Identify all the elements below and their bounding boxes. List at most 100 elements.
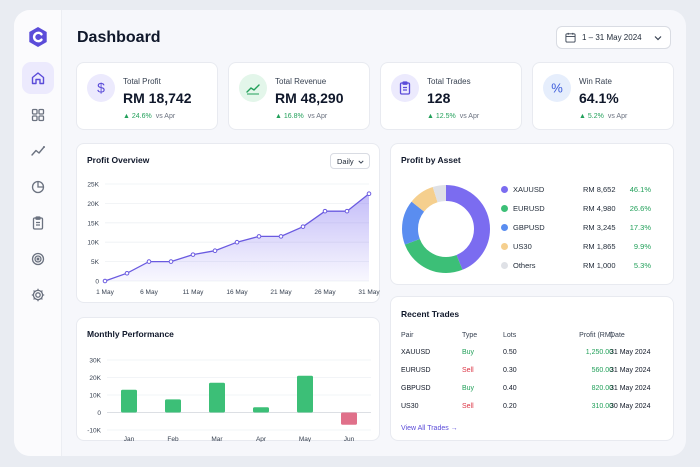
calendar-icon: [565, 32, 576, 43]
data-point: [278, 234, 284, 239]
kpi-delta: ▲ 24.6% vs Apr: [123, 113, 176, 120]
x-tick-label: 16 May: [226, 289, 248, 296]
gear-icon: [31, 288, 45, 302]
data-point: [256, 234, 262, 239]
table-row[interactable]: US30 Sell 0.20 310.00 30 May 2024: [401, 403, 651, 410]
x-tick-label: May: [299, 436, 312, 442]
home-icon: [31, 72, 45, 85]
card-title: Profit by Asset: [401, 155, 461, 165]
monthly-bar-chart: 30K 20K 10K 0 -10K Jan Feb Mar Apr May Jun: [87, 358, 371, 442]
bar: [297, 375, 313, 413]
x-tick-label: 31 May: [358, 289, 380, 296]
kpi-delta: ▲ 12.5% vs Apr: [427, 113, 480, 120]
app-window: Dashboard 1 – 31 May 2024 $ Total Profit…: [14, 10, 686, 456]
y-tick-label: 0: [95, 279, 99, 286]
x-tick-label: 21 May: [270, 289, 292, 296]
kpi-label: Total Trades: [427, 77, 471, 86]
kpi-delta: ▲ 16.8% vs Apr: [275, 113, 328, 120]
y-tick-label: 0: [97, 410, 101, 417]
y-tick-label: 10K: [87, 240, 99, 247]
profit-overview-card: Profit Overview Daily 0 5K 10K 15K 20K 25K 1 M…: [76, 143, 380, 303]
nav-analytics[interactable]: [22, 135, 54, 167]
data-point: [102, 278, 108, 284]
x-tick-label: Mar: [211, 436, 223, 442]
bar: [209, 382, 225, 413]
kpi-value: RM 48,290: [275, 90, 344, 106]
donut-slice: [402, 185, 490, 273]
x-tick-label: 6 May: [140, 289, 158, 296]
x-tick-label: Apr: [256, 436, 267, 442]
legend-item: US30 RM 1,865 9.9%: [501, 241, 651, 253]
nav-home[interactable]: [22, 62, 54, 94]
x-tick-label: Feb: [167, 436, 179, 442]
card-title: Recent Trades: [401, 309, 460, 319]
kpi-delta: ▲ 5.2% vs Apr: [579, 113, 628, 120]
kpi-label: Win Rate: [579, 77, 612, 86]
kpi-total-profit[interactable]: $ Total Profit RM 18,742 ▲ 24.6% vs Apr: [76, 62, 218, 130]
data-point: [366, 191, 372, 197]
y-tick-label: 25K: [87, 182, 99, 189]
data-point: [190, 252, 196, 257]
date-range-picker[interactable]: 1 – 31 May 2024: [556, 26, 671, 49]
clipboard-icon: [391, 74, 419, 102]
nav-trades[interactable]: [22, 207, 54, 239]
trend-icon: [239, 74, 267, 102]
page-title: Dashboard: [77, 29, 161, 46]
svg-text:$: $: [97, 80, 105, 96]
kpi-total-trades[interactable]: Total Trades 128 ▲ 12.5% vs Apr: [380, 62, 522, 130]
kpi-label: Total Revenue: [275, 77, 327, 86]
percent-icon: %: [543, 74, 571, 102]
data-point: [234, 239, 240, 245]
legend-item: Others RM 1,000 5.3%: [501, 260, 651, 272]
table-row[interactable]: XAUUSD Buy 0.50 1,250.00 31 May 2024: [401, 349, 651, 356]
nav-grid[interactable]: [22, 99, 54, 131]
chevron-down-icon: [654, 36, 662, 41]
table-row[interactable]: GBPUSD Buy 0.40 820.00 31 May 2024: [401, 385, 651, 392]
y-tick-label: 10K: [89, 393, 101, 400]
svg-text:%: %: [551, 81, 563, 96]
donut-slice: [402, 185, 490, 273]
kpi-label: Total Profit: [123, 77, 161, 86]
kpi-value: RM 18,742: [123, 90, 192, 106]
trend-icon: [31, 146, 45, 156]
donut-slice: [402, 185, 490, 273]
nav-reports[interactable]: [22, 171, 54, 203]
x-tick-label: Jun: [344, 436, 355, 442]
y-tick-label: 20K: [87, 201, 99, 208]
legend-item: EURUSD RM 4,980 26.6%: [501, 203, 651, 215]
data-point: [322, 208, 328, 214]
nav-settings[interactable]: [22, 279, 54, 311]
date-range-label: 1 – 31 May 2024: [582, 33, 642, 42]
table-row[interactable]: EURUSD Sell 0.30 560.00 31 May 2024: [401, 367, 651, 374]
table-header: Pair Type Lots Profit (RM) Date: [401, 332, 625, 339]
x-tick-label: 1 May: [96, 289, 114, 296]
legend-item: XAUUSD RM 8,652 46.1%: [501, 184, 651, 196]
bar: [121, 389, 137, 413]
x-tick-label: 11 May: [183, 289, 205, 296]
pie-icon: [31, 180, 45, 194]
data-point: [300, 224, 306, 229]
grid-icon: [31, 108, 45, 122]
view-all-trades-link[interactable]: View All Trades →: [401, 425, 458, 432]
nav-goals[interactable]: [22, 243, 54, 275]
bar: [253, 407, 269, 413]
sidebar: [14, 10, 62, 456]
data-point: [124, 270, 130, 276]
y-tick-label: 20K: [89, 375, 101, 382]
target-icon: [31, 252, 45, 266]
period-dropdown[interactable]: Daily: [330, 153, 370, 169]
x-tick-label: 26 May: [314, 289, 336, 296]
trades-table: Pair Type Lots Profit (RM) Date XAUUSD Buy 0.5…: [401, 328, 655, 417]
bar: [341, 412, 357, 425]
kpi-value: 128: [427, 90, 451, 106]
profit-line-chart: 0 5K 10K 15K 20K 25K 1 May 6 May 11 May 16 May 21 …: [87, 182, 380, 297]
y-tick-label: -10K: [87, 428, 101, 435]
chevron-down-icon: [358, 160, 364, 164]
clipboard-icon: [32, 216, 44, 230]
kpi-total-revenue[interactable]: Total Revenue RM 48,290 ▲ 16.8% vs Apr: [228, 62, 370, 130]
legend-item: GBPUSD RM 3,245 17.3%: [501, 222, 651, 234]
data-point: [212, 248, 218, 254]
card-title: Monthly Performance: [87, 329, 174, 339]
kpi-win-rate[interactable]: % Win Rate 64.1% ▲ 5.2% vs Apr: [532, 62, 674, 130]
profit-by-asset-card: Profit by Asset XAUUSD RM 8,652 46.1% EURU…: [390, 143, 674, 285]
